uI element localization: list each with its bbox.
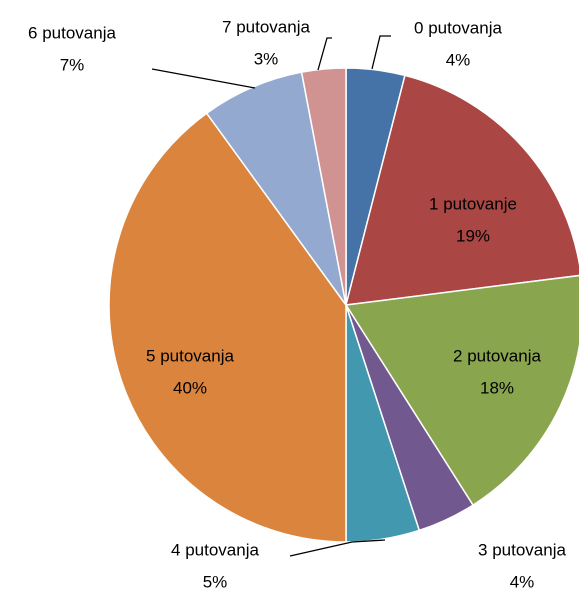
data-label-name: 2 putovanja xyxy=(453,346,541,365)
data-label-name: 0 putovanja xyxy=(414,18,502,37)
leader-line xyxy=(289,539,386,557)
data-label-name: 6 putovanja xyxy=(28,23,116,42)
data-label-name: 7 putovanja xyxy=(222,17,310,36)
data-label-value: 3% xyxy=(254,49,279,68)
data-label-value: 7% xyxy=(60,55,85,74)
data-label-value: 4% xyxy=(510,572,535,591)
data-label-name: 3 putovanja xyxy=(478,540,566,559)
data-label-value: 18% xyxy=(480,378,514,397)
data-label-name: 4 putovanja xyxy=(171,540,259,559)
leader-line xyxy=(371,35,391,70)
pie-slice xyxy=(108,112,347,543)
data-label-value: 19% xyxy=(456,226,490,245)
pie-slice xyxy=(300,67,347,306)
leader-line xyxy=(317,37,332,71)
pie-slice xyxy=(344,74,579,306)
data-label-name: 1 putovanje xyxy=(429,194,517,213)
data-label-value: 40% xyxy=(173,378,207,397)
data-label-value: 4% xyxy=(446,50,471,69)
pie-slice xyxy=(344,274,579,507)
data-label-value: 5% xyxy=(203,572,228,591)
leader-line xyxy=(151,68,256,89)
data-label-name: 5 putovanja xyxy=(146,346,234,365)
